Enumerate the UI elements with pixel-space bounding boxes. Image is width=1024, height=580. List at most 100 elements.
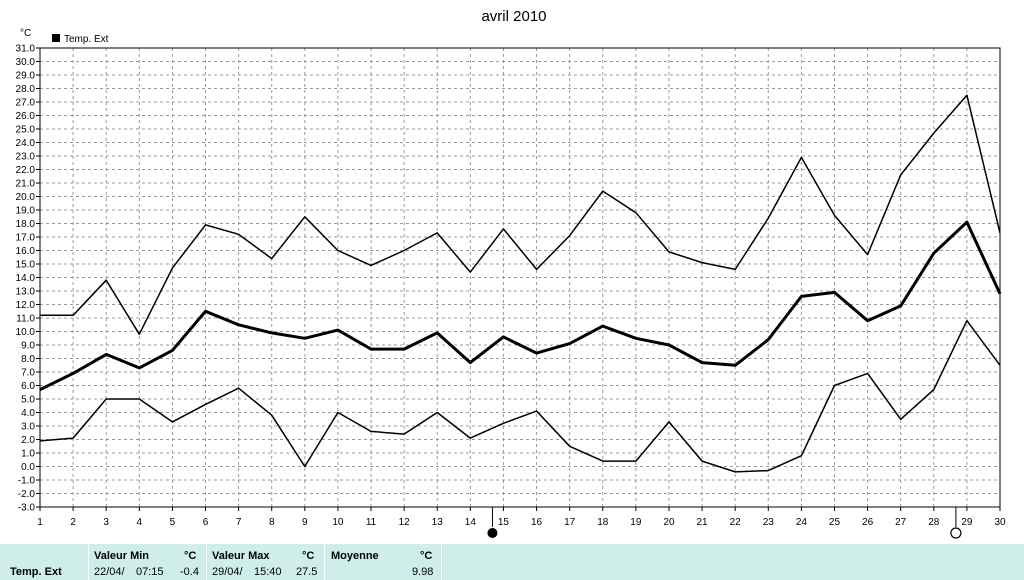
y-tick-label: 20.0 <box>16 192 36 203</box>
y-tick-label: 29.0 <box>16 71 36 82</box>
x-tick-label: 25 <box>829 517 841 528</box>
x-tick-label: 18 <box>597 517 609 528</box>
y-tick-label: 18.0 <box>16 219 36 230</box>
stats-separator <box>206 544 207 580</box>
x-tick-label: 5 <box>170 517 176 528</box>
moon-markers <box>487 507 962 539</box>
chart: avril 2010 °C Temp. Ext -3.0 -2.0 -1.0 0.0 1… <box>0 0 1024 544</box>
y-tick-label: 24.0 <box>16 138 36 149</box>
x-tick-label: 7 <box>236 517 242 528</box>
y-tick-label: 17.0 <box>16 233 36 244</box>
x-tick-label: 17 <box>564 517 576 528</box>
x-tick-label: 13 <box>432 517 444 528</box>
x-tick-label: 21 <box>697 517 709 528</box>
series-line <box>39 220 1002 391</box>
x-tick-label: 26 <box>862 517 874 528</box>
x-tick-label: 28 <box>928 517 940 528</box>
x-tick-label: 10 <box>332 517 344 528</box>
x-tick-label: 16 <box>531 517 543 528</box>
x-tick-label: 9 <box>302 517 308 528</box>
y-tick-label: 0.0 <box>21 462 35 473</box>
x-tick-label: 14 <box>465 517 477 528</box>
x-tick-label: 23 <box>763 517 775 528</box>
x-tick-label: 29 <box>961 517 973 528</box>
y-tick-label: 7.0 <box>21 368 35 379</box>
max-header: Valeur Max <box>212 550 270 562</box>
stats-separator <box>441 544 442 580</box>
stats-bar: Temp. Ext Valeur Min °C 22/04/ 07:15 -0.… <box>0 544 1024 580</box>
chart-title: avril 2010 <box>481 8 546 25</box>
max-value: 27.5 <box>296 566 318 578</box>
x-axis: 1 2 3 4 5 6 7 8 9 10 11 12 13 14 15 16 17 18 19 20 21 22 23 24 2… <box>37 507 1006 528</box>
avg-header: Moyenne <box>331 550 379 562</box>
x-tick-label: 2 <box>70 517 76 528</box>
y-tick-label: 28.0 <box>16 84 36 95</box>
y-tick-label: 2.0 <box>21 435 35 446</box>
min-time: 07:15 <box>136 566 164 578</box>
x-tick-label: 24 <box>796 517 808 528</box>
min-header: Valeur Min <box>94 550 150 562</box>
series-group <box>39 94 1002 473</box>
y-axis: -3.0 -2.0 -1.0 0.0 1.0 2.0 3.0 4.0 5.0 6.0 7.0 8.0 9… <box>16 44 40 514</box>
x-tick-label: 8 <box>269 517 275 528</box>
y-tick-label: 23.0 <box>16 152 36 163</box>
x-tick-label: 3 <box>103 517 109 528</box>
legend-swatch <box>52 34 60 42</box>
y-tick-label: 13.0 <box>16 287 36 298</box>
series-line <box>39 319 1001 473</box>
y-tick-label: 5.0 <box>21 395 35 406</box>
x-tick-label: 19 <box>630 517 642 528</box>
min-date: 22/04/ <box>94 566 125 578</box>
full-moon-icon <box>950 527 962 539</box>
stats-row-label: Temp. Ext <box>10 566 62 578</box>
y-tick-label: 25.0 <box>16 125 36 136</box>
x-tick-label: 20 <box>663 517 675 528</box>
min-unit: °C <box>184 550 197 562</box>
y-tick-label: 31.0 <box>16 44 36 55</box>
x-tick-label: 30 <box>994 517 1006 528</box>
x-tick-label: 15 <box>498 517 510 528</box>
y-tick-label: 3.0 <box>21 422 35 433</box>
max-date: 29/04/ <box>212 566 243 578</box>
y-tick-label: 19.0 <box>16 206 36 217</box>
y-unit-label: °C <box>20 28 31 39</box>
stats-separator <box>88 544 89 580</box>
max-time: 15:40 <box>254 566 282 578</box>
x-tick-label: 11 <box>366 517 377 528</box>
y-tick-label: -3.0 <box>18 503 36 514</box>
stats-separator <box>324 544 325 580</box>
y-tick-label: 27.0 <box>16 98 36 109</box>
x-tick-label: 12 <box>399 517 411 528</box>
avg-value: 9.98 <box>412 566 434 578</box>
y-tick-label: 11.0 <box>16 314 35 325</box>
y-tick-label: 21.0 <box>16 179 36 190</box>
y-tick-label: 12.0 <box>16 300 36 311</box>
y-tick-label: 22.0 <box>16 165 36 176</box>
y-tick-label: 30.0 <box>16 57 36 68</box>
y-tick-label: 6.0 <box>21 381 35 392</box>
x-tick-label: 27 <box>895 517 907 528</box>
y-tick-label: -1.0 <box>18 476 36 487</box>
y-tick-label: 4.0 <box>21 408 35 419</box>
y-tick-label: 15.0 <box>16 260 36 271</box>
min-value: -0.4 <box>180 566 199 578</box>
y-tick-label: 1.0 <box>21 449 35 460</box>
y-tick-label: 26.0 <box>16 111 36 122</box>
new-moon-icon <box>487 528 498 538</box>
max-unit: °C <box>302 550 315 562</box>
y-tick-label: 8.0 <box>21 354 35 365</box>
series-line <box>40 94 1001 335</box>
y-tick-label: 16.0 <box>16 246 36 257</box>
y-tick-label: 10.0 <box>16 327 36 338</box>
avg-unit: °C <box>420 550 433 562</box>
legend-label: Temp. Ext <box>64 34 109 45</box>
y-tick-label: -2.0 <box>18 489 36 500</box>
y-tick-label: 14.0 <box>16 273 36 284</box>
grid <box>40 48 1000 507</box>
x-tick-label: 22 <box>730 517 742 528</box>
x-tick-label: 1 <box>37 517 43 528</box>
x-tick-label: 4 <box>137 517 143 528</box>
x-tick-label: 6 <box>203 517 209 528</box>
chart-background <box>0 0 1024 544</box>
y-tick-label: 9.0 <box>21 341 35 352</box>
